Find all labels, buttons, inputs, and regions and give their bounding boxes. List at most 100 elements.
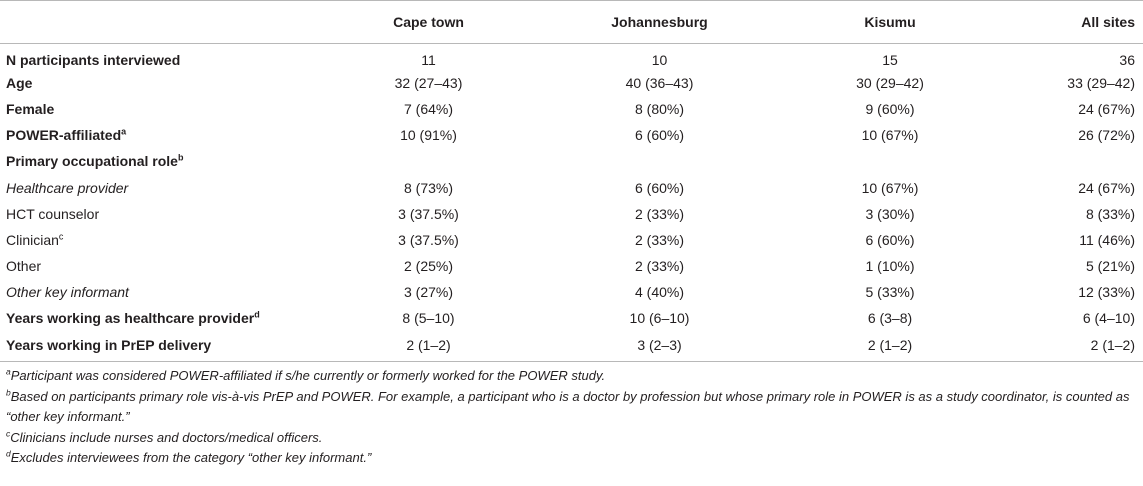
value-cell: 2 (33%) bbox=[634, 205, 685, 222]
row-label-cell: HCT counselor bbox=[0, 201, 314, 227]
row-label: Clinician bbox=[6, 231, 59, 248]
table-row: Female 7 (64%) 8 (80%) 9 (60%) 24 (67%) bbox=[0, 96, 1143, 122]
footnote-marker: c bbox=[58, 231, 64, 242]
header-cell-johannesburg: Johannesburg bbox=[543, 0, 776, 44]
row-label-cell: Healthcare provider bbox=[0, 174, 314, 200]
value-cell: 2 (1–2) bbox=[776, 331, 1004, 363]
table-row: Other key informant 3 (27%) 4 (40%) 5 (33%)… bbox=[0, 279, 1143, 305]
table-row: Primary occupational roleb bbox=[0, 148, 1143, 174]
value-cell: 40 (36–43) bbox=[625, 74, 694, 91]
table-row: N participants interviewed 11 10 15 36 bbox=[0, 44, 1143, 70]
value-cell: 10 (67%) bbox=[861, 127, 919, 144]
value-cell: 9 (60%) bbox=[865, 100, 915, 117]
value-cell: 10 (91%) bbox=[400, 127, 457, 144]
row-label: N participants interviewed bbox=[6, 51, 181, 68]
value-cell: 2 (1–2) bbox=[1004, 331, 1143, 363]
footnote-mark: b bbox=[6, 387, 11, 398]
table-row: Age 32 (27–43) 40 (36–43) 30 (29–42) 33 (29–… bbox=[0, 70, 1143, 96]
value-cell: 3 (37.5%) bbox=[398, 205, 459, 222]
header-cell-blank bbox=[0, 0, 314, 44]
value-cell: 8 (5–10) bbox=[402, 310, 455, 327]
value-cell: 7 (64%) bbox=[403, 100, 454, 117]
footnote-mark: d bbox=[6, 448, 11, 459]
table-row: Clinicianc 3 (37.5%) 2 (33%) 6 (60%) 11 (46%… bbox=[0, 227, 1143, 253]
footnote-marker: b bbox=[177, 152, 184, 163]
row-label-cell: POWER-affiliateda bbox=[0, 122, 314, 148]
table-row: HCT counselor 3 (37.5%) 2 (33%) 3 (30%) 8 (3… bbox=[0, 201, 1143, 227]
row-label: Other bbox=[6, 258, 42, 275]
value-cell: 32 (27–43) bbox=[394, 74, 463, 91]
footnote-marker: d bbox=[254, 309, 260, 320]
row-label-cell: Years working as healthcare providerd bbox=[0, 305, 314, 331]
value-cell: 6 (60%) bbox=[634, 127, 685, 144]
row-label-cell: N participants interviewed bbox=[0, 44, 314, 70]
footnote: aParticipant was considered POWER-affili… bbox=[6, 366, 1136, 387]
value-cell: 4 (40%) bbox=[634, 284, 685, 301]
value-cell: 11 (46%) bbox=[1079, 231, 1135, 248]
row-label-cell: Age bbox=[0, 70, 314, 96]
value-cell: 2 (1–2) bbox=[314, 331, 543, 363]
footnote-text: Based on participants primary role vis-à… bbox=[6, 388, 1130, 425]
value-cell: 3 (2–3) bbox=[543, 331, 776, 363]
footnote-text: Excludes interviewees from the category … bbox=[10, 450, 372, 465]
footnote: cClinicians include nurses and doctors/m… bbox=[6, 428, 1136, 449]
value-cell: 8 (80%) bbox=[634, 100, 685, 117]
value-cell: 10 (67%) bbox=[861, 179, 919, 196]
row-label: HCT counselor bbox=[6, 205, 100, 222]
row-label-cell: Years working in PrEP delivery bbox=[0, 331, 314, 363]
row-label-cell: Clinicianc bbox=[0, 227, 314, 253]
value-cell: 12 (33%) bbox=[1078, 284, 1135, 301]
value-cell: 1 (10%) bbox=[865, 258, 915, 275]
footnote: bBased on participants primary role vis-… bbox=[6, 387, 1136, 428]
value-cell bbox=[543, 148, 776, 174]
value-cell: 6 (60%) bbox=[634, 179, 685, 196]
row-label: POWER-affiliated bbox=[6, 127, 122, 144]
header-cell-kisumu: Kisumu bbox=[776, 0, 1004, 44]
row-label: Other key informant bbox=[6, 284, 129, 301]
footnote: dExcludes interviewees from the category… bbox=[6, 448, 1136, 469]
value-cell: 6 (60%) bbox=[865, 231, 915, 248]
value-cell: 10 bbox=[651, 51, 668, 68]
table-row: Years working as healthcare providerd 8 (… bbox=[0, 305, 1143, 331]
value-cell: 11 bbox=[421, 51, 436, 68]
value-cell: 8 (33%) bbox=[1085, 205, 1135, 222]
value-cell: 3 (30%) bbox=[865, 205, 915, 222]
value-cell: 2 (33%) bbox=[634, 258, 685, 275]
row-label: Primary occupational role bbox=[6, 153, 178, 170]
value-cell: 5 (33%) bbox=[865, 284, 915, 301]
value-cell: 5 (21%) bbox=[1085, 258, 1135, 275]
header-row: Cape town Johannesburg Kisumu All sites bbox=[0, 0, 1143, 44]
value-cell: 3 (37.5%) bbox=[398, 231, 459, 248]
table-header: Cape town Johannesburg Kisumu All sites bbox=[0, 0, 1143, 44]
value-cell: 6 (4–10) bbox=[1082, 310, 1135, 327]
row-label: Female bbox=[6, 100, 55, 117]
value-cell bbox=[776, 148, 1004, 174]
row-label: Years working in PrEP delivery bbox=[6, 337, 212, 354]
header-cell-cape-town: Cape town bbox=[314, 0, 543, 44]
table-body: N participants interviewed 11 10 15 36 Age 32 … bbox=[0, 44, 1143, 363]
value-cell: 30 (29–42) bbox=[856, 74, 924, 91]
value-cell: 15 bbox=[882, 51, 898, 68]
value-cell: 33 (29–42) bbox=[1067, 74, 1135, 91]
value-cell: 2 (33%) bbox=[634, 231, 685, 248]
footnote-mark: a bbox=[6, 366, 11, 377]
participant-characteristics-table-container: Cape town Johannesburg Kisumu All sites … bbox=[0, 0, 1143, 363]
footnote-marker: a bbox=[121, 126, 127, 137]
value-cell: 6 (3–8) bbox=[867, 310, 913, 327]
value-cell bbox=[314, 148, 543, 174]
row-label-cell: Female bbox=[0, 96, 314, 122]
participant-characteristics-table: Cape town Johannesburg Kisumu All sites … bbox=[0, 0, 1143, 363]
row-label: Age bbox=[6, 74, 33, 91]
value-cell bbox=[1004, 148, 1143, 174]
value-cell: 36 bbox=[1119, 51, 1135, 68]
value-cell: 3 (27%) bbox=[403, 284, 454, 301]
footnote-mark: c bbox=[6, 428, 11, 439]
table-footnotes: aParticipant was considered POWER-affili… bbox=[6, 366, 1136, 469]
table-row: POWER-affiliateda 10 (91%) 6 (60%) 10 (67%)… bbox=[0, 122, 1143, 148]
header-cell-all-sites: All sites bbox=[1004, 0, 1143, 44]
row-label: Years working as healthcare provider bbox=[6, 310, 255, 327]
value-cell: 26 (72%) bbox=[1078, 127, 1135, 144]
value-cell: 24 (67%) bbox=[1078, 179, 1135, 196]
table-row: Other 2 (25%) 2 (33%) 1 (10%) 5 (21%) bbox=[0, 253, 1143, 279]
row-label: Healthcare provider bbox=[6, 179, 129, 196]
